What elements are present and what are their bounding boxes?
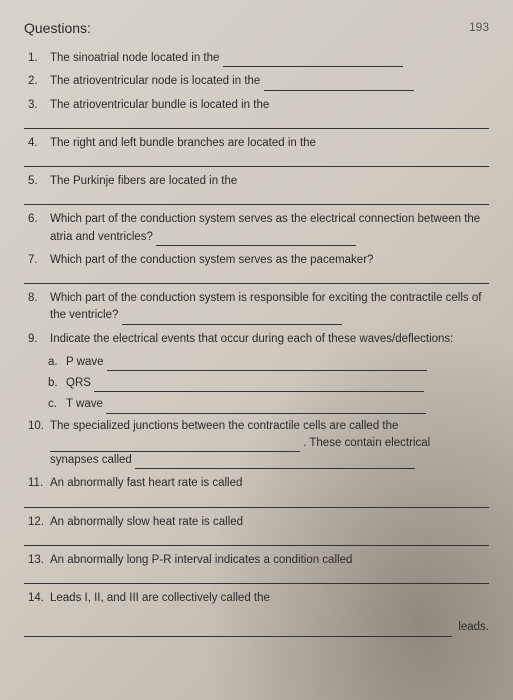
q1-text: The sinoatrial node located in the [50,52,219,64]
q9a-label: a. [48,354,58,371]
q8-blank[interactable] [122,313,342,325]
q6-blank[interactable] [156,234,356,246]
q2-num: 2. [28,73,38,90]
q9b-label: b. [48,375,58,392]
q6-num: 6. [28,211,38,228]
q1-num: 1. [28,50,38,67]
question-8: 8. Which part of the conduction system i… [24,290,489,325]
q10-text2: . These contain electrical [303,437,430,449]
q11-text: An abnormally fast heart rate is called [50,477,242,489]
q9c-label: c. [48,396,57,413]
q9-sub-c: c. T wave [24,396,489,413]
q9-num: 9. [28,331,38,348]
q10-blank1[interactable] [50,440,300,452]
q10-num: 10. [28,418,44,435]
q10-text3: synapses called [50,454,132,466]
question-list: 1. The sinoatrial node located in the 2.… [24,50,489,637]
questions-label: Questions: [24,20,91,36]
question-1: 1. The sinoatrial node located in the [24,50,489,67]
q9-sub-b: b. QRS [24,375,489,392]
q12-num: 12. [28,514,44,531]
q3-num: 3. [28,97,38,114]
q11-blank[interactable] [24,507,489,508]
question-14: 14. Leads I, II, and III are collectivel… [24,590,489,637]
page-header: Questions: 193 [24,20,489,36]
q10-blank2[interactable] [135,457,415,469]
q4-blank[interactable] [24,166,489,167]
q4-text: The right and left bundle branches are l… [50,137,316,149]
q8-num: 8. [28,290,38,307]
q13-text: An abnormally long P-R interval indicate… [50,554,352,566]
question-12: 12. An abnormally slow heat rate is call… [24,514,489,546]
q2-blank[interactable] [264,79,414,91]
q12-blank[interactable] [24,545,489,546]
q7-num: 7. [28,252,38,269]
q9c-text: T wave [66,398,103,410]
q5-blank[interactable] [24,204,489,205]
question-9: 9. Indicate the electrical events that o… [24,331,489,348]
q9-text: Indicate the electrical events that occu… [50,333,453,345]
q7-blank[interactable] [24,283,489,284]
question-10: 10. The specialized junctions between th… [24,418,489,470]
q12-text: An abnormally slow heat rate is called [50,516,243,528]
q1-blank[interactable] [223,55,403,67]
q9a-text: P wave [66,356,104,368]
q13-num: 13. [28,552,44,569]
q3-blank[interactable] [24,128,489,129]
q2-text: The atrioventricular node is located in … [50,75,260,87]
q14-trailing: leads. [458,619,489,636]
question-13: 13. An abnormally long P-R interval indi… [24,552,489,584]
question-6: 6. Which part of the conduction system s… [24,211,489,246]
q9a-blank[interactable] [107,359,427,371]
q9b-text: QRS [66,377,91,389]
q14-num: 14. [28,590,44,607]
question-5: 5. The Purkinje fibers are located in th… [24,173,489,205]
q5-text: The Purkinje fibers are located in the [50,175,237,187]
question-11: 11. An abnormally fast heart rate is cal… [24,475,489,507]
q9-sub-a: a. P wave [24,354,489,371]
question-4: 4. The right and left bundle branches ar… [24,135,489,167]
q14-text: Leads I, II, and III are collectively ca… [50,592,270,604]
page-number: 193 [469,20,489,34]
q5-num: 5. [28,173,38,190]
q10-text1: The specialized junctions between the co… [50,420,398,432]
question-7: 7. Which part of the conduction system s… [24,252,489,284]
q14-blank[interactable] [24,636,452,637]
q7-text: Which part of the conduction system serv… [50,254,373,266]
question-2: 2. The atrioventricular node is located … [24,73,489,90]
question-3: 3. The atrioventricular bundle is locate… [24,97,489,129]
q11-num: 11. [28,475,43,492]
q13-blank[interactable] [24,583,489,584]
q4-num: 4. [28,135,38,152]
q9c-blank[interactable] [106,402,426,414]
q9b-blank[interactable] [94,380,424,392]
q3-text: The atrioventricular bundle is located i… [50,99,269,111]
